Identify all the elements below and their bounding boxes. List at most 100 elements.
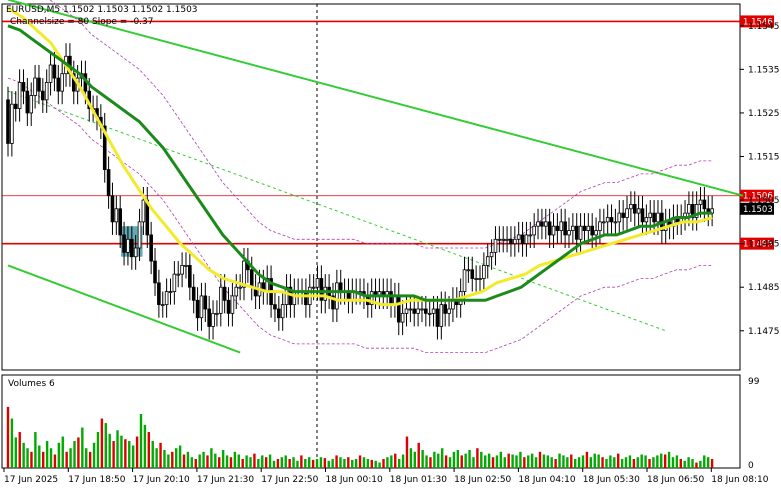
- volume-bar: [276, 459, 280, 468]
- volume-bar: [327, 460, 330, 468]
- volume-bar: [503, 457, 506, 468]
- volume-bar: [194, 459, 197, 468]
- candle-body: [605, 217, 610, 223]
- volume-bar: [413, 451, 417, 468]
- candle-body: [315, 278, 320, 288]
- current-price-tag: [740, 202, 774, 215]
- volume-bar: [351, 459, 354, 468]
- volume-bar: [335, 455, 338, 468]
- volume-bar: [656, 455, 659, 468]
- candle-body: [478, 278, 482, 280]
- price-pane-frame: [1, 3, 741, 371]
- volume-bar: [38, 445, 41, 468]
- volume-bar: [268, 454, 272, 468]
- volume-bar: [104, 423, 107, 468]
- volume-bar: [640, 454, 643, 468]
- volume-bar: [663, 454, 667, 468]
- candle-body: [222, 286, 227, 301]
- volume-bar: [128, 441, 131, 468]
- volume-bar: [26, 448, 29, 468]
- volume-bar: [491, 457, 495, 468]
- volume-bar: [174, 448, 178, 468]
- volume-bar: [382, 459, 385, 468]
- candle-body: [501, 238, 506, 241]
- volume-bar: [538, 451, 542, 468]
- volume-bar: [57, 442, 61, 468]
- volume-bar: [433, 451, 436, 468]
- candle-body: [551, 225, 556, 236]
- candle-body: [242, 260, 246, 288]
- volume-bar: [319, 457, 323, 468]
- volume-bar: [601, 457, 604, 468]
- candle-body: [114, 208, 119, 223]
- candle-body: [536, 221, 540, 227]
- candle-body: [632, 204, 637, 214]
- volume-bar: [667, 451, 671, 468]
- candle-body: [602, 221, 606, 224]
- volume-bar: [171, 451, 174, 468]
- ma-slow-line: [7, 7, 713, 307]
- volume-bar: [206, 455, 209, 468]
- candle-body: [304, 291, 308, 306]
- volume-bar: [437, 453, 440, 468]
- volume-bar: [112, 441, 115, 468]
- candle-body: [400, 312, 405, 323]
- volume-bar: [421, 450, 424, 468]
- candle-body: [191, 286, 196, 301]
- candle-body: [335, 282, 339, 310]
- candle-body: [199, 295, 204, 319]
- level-tag: [740, 189, 774, 202]
- candle-body: [130, 238, 134, 258]
- volume-bar: [460, 455, 463, 468]
- volume-bar: [296, 460, 299, 468]
- volume-bar: [624, 457, 628, 468]
- volume-bar: [605, 459, 608, 468]
- candle-body: [431, 308, 436, 314]
- volume-bar: [292, 457, 295, 468]
- candle-body: [528, 234, 533, 237]
- volume-bar: [699, 460, 702, 468]
- volume-bar: [218, 457, 221, 468]
- time-tick-label: 18 Jun 04:10: [518, 475, 575, 485]
- volume-bar: [88, 451, 92, 468]
- candle-body: [482, 265, 486, 279]
- volume-bar: [354, 459, 358, 468]
- volume-bar: [691, 459, 694, 468]
- candle-body: [574, 225, 579, 240]
- envelope-upper: [49, 0, 713, 249]
- volume-bar: [53, 454, 57, 468]
- volume-bar: [221, 450, 225, 468]
- candle-body: [439, 304, 444, 327]
- price-tick-label: 1.1495: [748, 240, 780, 250]
- volume-bar: [706, 457, 710, 468]
- volume-bar: [253, 453, 256, 468]
- volume-bar: [77, 437, 80, 468]
- volume-bar: [362, 457, 366, 468]
- volume-bar: [476, 448, 479, 468]
- candle-body: [629, 204, 633, 210]
- volume-bar: [390, 455, 393, 468]
- volume-bar: [425, 455, 428, 468]
- candle-body: [215, 312, 219, 315]
- volume-bar: [257, 459, 260, 468]
- volume-bar: [69, 448, 72, 468]
- candle-body: [582, 225, 587, 231]
- candle-body: [625, 208, 629, 218]
- volume-bar: [628, 455, 632, 468]
- volume-bar: [245, 455, 248, 468]
- volume-bar: [534, 457, 538, 468]
- candle-body: [547, 221, 552, 236]
- axis-layer: 17 Jun 2025 17 Jun 18:50 17 Jun 20:10 17 Ju…: [3, 22, 780, 485]
- candle-body: [435, 308, 440, 327]
- volume-bar: [468, 450, 471, 468]
- candle-body: [176, 273, 181, 276]
- volume-bar: [464, 453, 467, 468]
- volume-bar: [120, 435, 123, 468]
- volume-bar: [331, 459, 334, 468]
- volume-bar: [577, 457, 581, 468]
- candle-body: [17, 82, 22, 109]
- volume-bar: [18, 432, 21, 468]
- volume-bar: [495, 455, 499, 468]
- candle-body: [249, 269, 254, 288]
